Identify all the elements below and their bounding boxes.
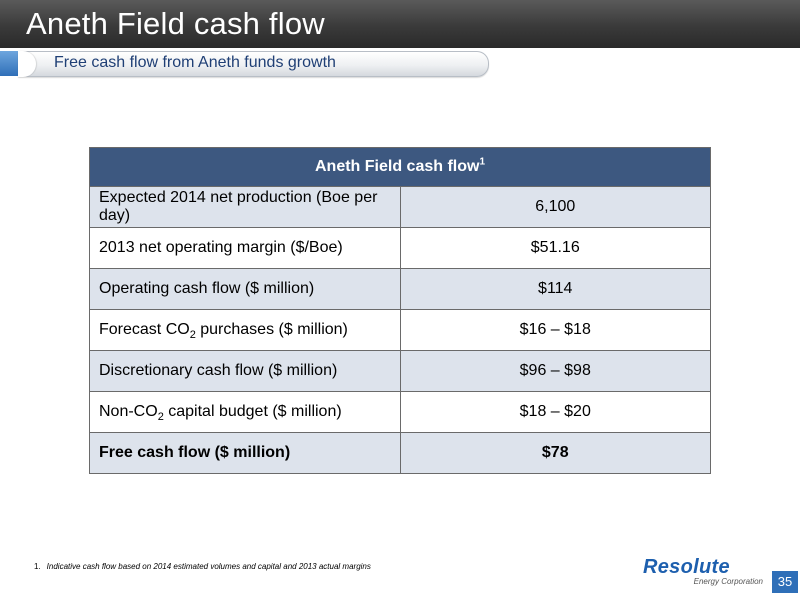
row-value: $78: [399, 432, 711, 474]
row-value: $51.16: [399, 227, 711, 269]
table-row: Forecast CO2 purchases ($ million) $16 –…: [89, 309, 711, 351]
table-header-row: Aneth Field cash flow1: [89, 147, 711, 187]
logo-wordmark: Resolute: [643, 556, 730, 578]
table-header-text: Aneth Field cash flow: [314, 158, 480, 175]
slide-title: Aneth Field cash flow: [26, 6, 325, 41]
table-row-total: Free cash flow ($ million) $78: [89, 432, 711, 474]
table-row: 2013 net operating margin ($/Boe) $51.16: [89, 227, 711, 269]
table-row: Operating cash flow ($ million) $114: [89, 268, 711, 310]
title-bar: Aneth Field cash flow: [0, 0, 800, 48]
page-number: 35: [772, 571, 798, 593]
row-label: Discretionary cash flow ($ million): [89, 350, 401, 392]
table-header: Aneth Field cash flow1: [89, 147, 711, 187]
footnote-text: Indicative cash flow based on 2014 estim…: [46, 562, 371, 571]
row-label: Expected 2014 net production (Boe per da…: [89, 186, 401, 228]
row-value: $16 – $18: [399, 309, 711, 351]
table-row: Non-CO2 capital budget ($ million) $18 –…: [89, 391, 711, 433]
row-label-subscript: 2: [157, 411, 164, 423]
footnote-marker: 1: [479, 156, 486, 168]
row-value: 6,100: [399, 186, 711, 228]
row-label-pre: Forecast CO: [99, 321, 190, 338]
row-label-pre: Non-CO: [99, 403, 158, 420]
logo-tagline: Energy Corporation: [693, 577, 763, 586]
row-label-post: capital budget ($ million): [163, 403, 342, 420]
row-value: $114: [399, 268, 711, 310]
footnote: 1. Indicative cash flow based on 2014 est…: [34, 562, 371, 571]
row-label-subscript: 2: [189, 329, 196, 341]
slide-subtitle: Free cash flow from Aneth funds growth: [54, 54, 336, 71]
subtitle-banner: Free cash flow from Aneth funds growth: [0, 48, 800, 80]
company-logo: Resolute Energy Corporation: [643, 556, 763, 590]
subtitle-pill: [18, 51, 489, 77]
row-label: Operating cash flow ($ million): [89, 268, 401, 310]
row-label: Free cash flow ($ million): [89, 432, 401, 474]
footnote-number: 1.: [34, 562, 41, 571]
row-value: $96 – $98: [399, 350, 711, 392]
table-row: Discretionary cash flow ($ million) $96 …: [89, 350, 711, 392]
row-value: $18 – $20: [399, 391, 711, 433]
row-label: Non-CO2 capital budget ($ million): [89, 391, 401, 433]
cash-flow-table: Aneth Field cash flow1 Expected 2014 net…: [89, 147, 711, 474]
table-row: Expected 2014 net production (Boe per da…: [89, 186, 711, 228]
row-label: 2013 net operating margin ($/Boe): [89, 227, 401, 269]
row-label: Forecast CO2 purchases ($ million): [89, 309, 401, 351]
row-label-post: purchases ($ million): [195, 321, 348, 338]
